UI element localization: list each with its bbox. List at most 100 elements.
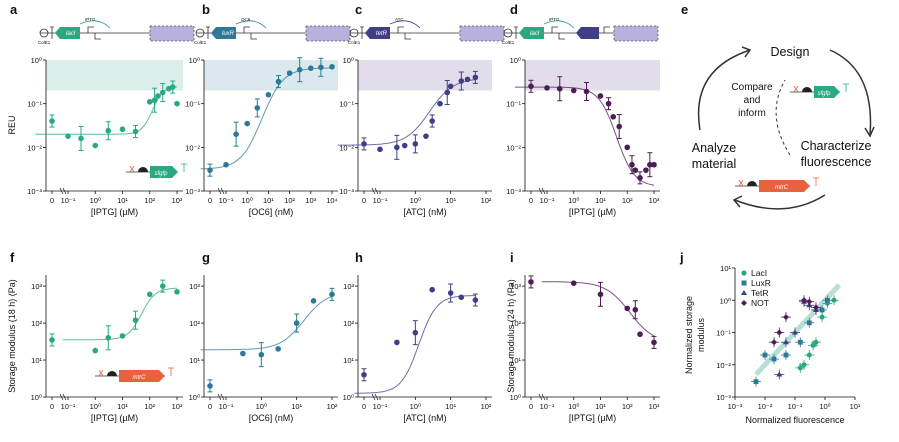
x-tick-label: 10² [284,196,295,205]
x-tick-label: 10³ [172,402,183,411]
axis-break [59,393,67,401]
data-point [49,337,55,343]
data-point [605,100,612,107]
data-point [637,175,643,181]
x-tick-label: 10⁻¹ [61,196,76,205]
y-tick-label: 10⁰ [510,56,521,65]
regulation-arrow [389,20,421,29]
x-axis-label: [ATC] (nM) [403,413,446,423]
data-point [308,65,314,71]
x-tick-label: 0 [208,402,212,411]
x-tick-label: 10⁻¹ [219,196,234,205]
y-tick-label: 10⁰ [343,393,354,402]
data-point [528,279,534,285]
reporter-gene-label: sfgfp [817,91,831,97]
y-tick-label: 10² [510,319,521,328]
axis-break [59,187,67,195]
y-axis-label-top: REU [7,115,17,134]
promoter-icon [87,26,101,40]
terminator-icon [181,163,187,172]
data-point [286,70,293,76]
terminator-icon [813,177,819,186]
data-point [132,317,139,323]
y-tick-label: 10⁻³ [716,393,731,402]
panel-b: 10⁰ 10⁻¹ 10⁻² 10⁻³ 0 10⁻¹ 10⁰ 10¹ 10² 10³ 10⁴ [OC6]… [185,56,338,217]
x-axis-label: Normalized fluorescence [745,415,844,425]
legend-marker [741,290,747,295]
y-tick-label: 10⁰ [189,56,200,65]
data-point [151,97,158,104]
promoter-icon [603,26,610,33]
data-point [65,133,71,139]
data-point [296,66,303,73]
inducer-label: ATC [395,17,404,22]
point-LuxR [806,320,812,326]
cycle-sfgfp-construct: sfgfp [790,83,849,98]
reporter-gene-icon [759,180,810,192]
cycle-arrow [829,49,872,136]
y-tick-label: 10⁻² [506,143,521,152]
inducer-label: IPTG [549,17,560,22]
reporter-box [149,25,195,42]
point-NOT [812,304,819,311]
x-tick-label: 10⁻¹ [540,196,555,205]
x-tick-label: 10⁰ [568,196,579,205]
data-point [254,105,261,111]
point-TetR [782,339,789,345]
legend-marker [741,300,747,306]
data-point [570,280,577,286]
panel-d: 10⁰ 10⁻¹ 10⁻² 10⁻³ 0 10⁻¹ 10⁰ 10¹ 10² 10³ [IPTG] (… [506,56,660,217]
gene-label: lacI [530,31,540,37]
x-tick-label: 10⁰ [568,402,579,411]
promoter-icon [551,26,565,40]
data-point [556,85,563,92]
y-tick-label: 10⁰ [343,56,354,65]
data-point [624,144,631,151]
y-axis-label-i: Storage modulus (24 h) (Pa) [506,279,516,393]
data-point [429,118,435,124]
rbs-icon [138,167,148,172]
data-point [159,283,166,289]
data-point [647,161,653,168]
x-tick-label: 10⁻¹ [61,402,76,411]
y-tick-label: 10⁻² [27,143,42,152]
x-tick-label: 0 [208,196,212,205]
data-point [275,78,282,85]
data-point [651,161,657,168]
panel-label-d: d [510,2,518,17]
x-axis-label: [ATC] (nM) [403,207,446,217]
legend-label-luxr: LuxR [751,278,771,288]
x-tick-label: 0 [529,402,533,411]
point-LuxR [783,352,789,358]
point-LacI [831,297,837,303]
data-point [119,126,126,133]
data-point [412,329,419,336]
cycle-material: material [692,157,736,171]
x-tick-label: 10² [622,402,633,411]
panel-label-c: c [355,2,362,17]
x-tick-label: 0 [362,196,366,205]
rbs-icon [802,87,812,92]
y-tick-label: 10¹ [510,356,521,365]
panel-g: 10³ 10² 10¹ 10⁰ 0 10⁻¹ 10⁰ 10¹ 10² [OC6] (nM) [189,275,338,423]
x-tick-label: 10⁻³ [728,402,743,411]
data-point [223,161,229,168]
data-point [329,63,335,70]
data-point [637,331,643,338]
panel-label-e: e [681,2,688,17]
data-point [394,339,400,346]
x-tick-label: 10² [481,402,492,411]
x-tick-label: 0 [362,402,366,411]
arrowhead [732,195,743,208]
x-axis-label: [OC6] (nM) [249,413,294,423]
y-axis-label-bottom: Storage modulus (18 h) (Pa) [7,279,17,393]
data-point [447,83,454,90]
x-tick-label: 10³ [305,196,316,205]
x-tick-label: 10⁻² [758,402,773,411]
x-axis-label: [IPTG] (µM) [569,413,616,423]
cycle-analyze: Analyze [692,141,737,155]
legend-label-laci: LacI [751,268,767,278]
data-point [132,128,139,135]
y-tick-label: 10⁻² [716,361,731,370]
x-tick-label: 10⁰ [410,402,421,411]
